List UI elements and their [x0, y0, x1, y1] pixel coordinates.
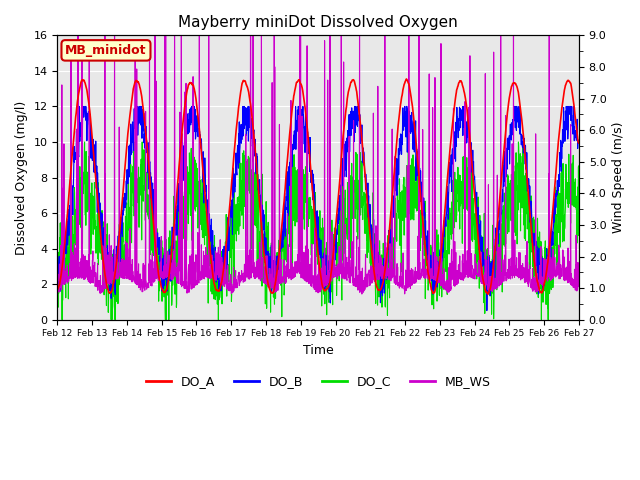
MB_WS [561, 278, 568, 284]
DO_C [575, 163, 583, 168]
MB_WS [465, 105, 472, 110]
DO_A [403, 76, 410, 82]
MB_WS [54, 288, 61, 294]
DO_C [465, 181, 472, 187]
DO_B [561, 124, 568, 130]
MB_WS [560, 254, 568, 260]
Line: DO_C: DO_C [58, 142, 579, 320]
DO_C [294, 167, 301, 172]
MB_WS [81, 268, 88, 274]
DO_A [54, 287, 61, 292]
DO_C [81, 153, 88, 159]
MB_WS [294, 270, 301, 276]
DO_C [308, 204, 316, 209]
Y-axis label: Dissolved Oxygen (mg/l): Dissolved Oxygen (mg/l) [15, 100, 28, 255]
DO_A [575, 140, 583, 146]
Line: MB_WS: MB_WS [58, 36, 579, 294]
MB_WS [575, 284, 583, 289]
DO_A [465, 121, 472, 127]
Y-axis label: Wind Speed (m/s): Wind Speed (m/s) [612, 122, 625, 233]
MB_WS [307, 255, 315, 261]
Legend: DO_A, DO_B, DO_C, MB_WS: DO_A, DO_B, DO_C, MB_WS [141, 370, 496, 393]
DO_B [54, 273, 61, 279]
DO_A [561, 87, 568, 93]
DO_A [293, 79, 301, 85]
DO_C [54, 263, 61, 269]
DO_B [575, 140, 583, 146]
DO_C [560, 238, 568, 244]
DO_A [80, 77, 88, 83]
DO_A [484, 291, 492, 297]
DO_A [307, 170, 315, 176]
Line: DO_A: DO_A [58, 79, 579, 294]
DO_B [560, 119, 568, 124]
Text: MB_minidot: MB_minidot [65, 44, 147, 57]
DO_B [483, 308, 491, 313]
DO_B [307, 169, 315, 175]
DO_C [81, 139, 88, 145]
DO_B [465, 133, 472, 139]
MB_WS [74, 33, 82, 38]
DO_B [294, 107, 301, 113]
DO_B [81, 106, 88, 111]
DO_B [76, 104, 83, 109]
DO_C [561, 212, 568, 218]
DO_C [58, 317, 66, 323]
Title: Mayberry miniDot Dissolved Oxygen: Mayberry miniDot Dissolved Oxygen [179, 15, 458, 30]
DO_A [560, 89, 568, 95]
X-axis label: Time: Time [303, 344, 333, 357]
Line: DO_B: DO_B [58, 107, 579, 311]
MB_WS [358, 291, 365, 297]
